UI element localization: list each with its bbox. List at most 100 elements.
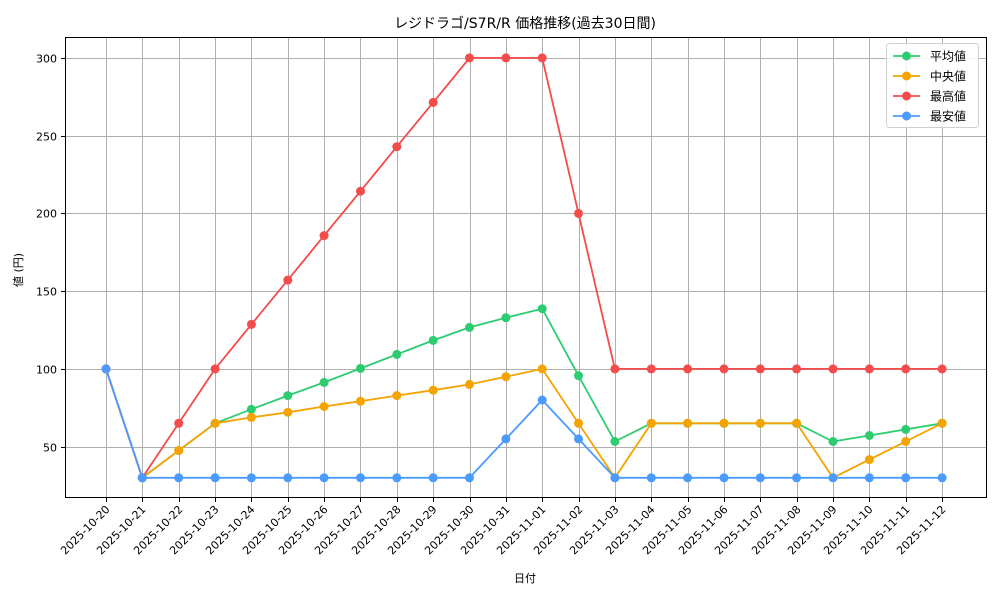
data-point [174, 473, 184, 483]
data-point [610, 473, 620, 483]
data-point [864, 455, 874, 465]
data-point [210, 473, 220, 483]
data-point [319, 231, 329, 241]
legend-label: 平均値 [930, 49, 966, 64]
data-point [319, 377, 329, 387]
data-point [864, 431, 874, 440]
data-point [246, 319, 256, 329]
data-point [392, 349, 402, 359]
legend-label: 最安値 [930, 109, 966, 124]
legend-item-3: 最安値 [893, 109, 966, 124]
data-point [137, 473, 147, 483]
data-point [465, 473, 474, 483]
data-point [537, 395, 547, 405]
data-point [392, 142, 402, 152]
data-point [755, 473, 765, 483]
data-point [901, 424, 911, 434]
data-point [356, 396, 365, 406]
data-point [901, 473, 911, 483]
x-axis-ticks: 2025-10-202025-10-212025-10-222025-10-23… [58, 498, 949, 557]
data-point [901, 437, 911, 446]
data-point [610, 364, 620, 374]
y-axis-label: 値 (円) [12, 253, 25, 287]
data-point [937, 473, 947, 483]
data-point [283, 391, 293, 401]
data-point [683, 473, 693, 483]
data-point [210, 364, 220, 374]
data-point [719, 418, 729, 428]
y-tick-label: 150 [36, 286, 57, 299]
data-point [356, 473, 365, 483]
data-point [719, 364, 729, 374]
data-point [392, 473, 402, 483]
data-point [501, 434, 511, 444]
data-point [465, 379, 474, 389]
data-point [792, 364, 802, 374]
data-point [283, 473, 293, 483]
data-point [283, 407, 293, 417]
legend-label: 中央値 [930, 69, 966, 84]
data-point [610, 437, 620, 446]
data-point [755, 364, 765, 374]
y-tick-label: 250 [36, 131, 57, 144]
data-point [465, 322, 474, 332]
data-point [174, 418, 184, 428]
legend-item-1: 中央値 [893, 69, 966, 84]
data-point [828, 364, 838, 374]
data-point [319, 473, 329, 483]
data-point [937, 418, 947, 428]
data-point [428, 97, 438, 107]
y-tick-label: 50 [43, 442, 57, 455]
y-tick-label: 100 [36, 364, 57, 377]
series-lines [101, 53, 947, 483]
data-point [537, 53, 547, 63]
data-point [864, 364, 874, 374]
data-point [683, 418, 693, 428]
x-axis-label: 日付 [514, 572, 536, 585]
data-point [101, 364, 111, 374]
series-1 [101, 364, 947, 483]
data-point [719, 473, 729, 483]
y-tick-label: 300 [36, 53, 57, 66]
data-point [246, 412, 256, 422]
data-point [574, 434, 583, 444]
y-axis-ticks: 50 100 150 200 250 300 [36, 53, 65, 455]
data-point [428, 335, 438, 345]
data-point [828, 437, 838, 446]
legend-box [886, 43, 979, 128]
data-point [574, 371, 583, 381]
series-3 [101, 364, 947, 483]
data-point [428, 385, 438, 395]
data-point [283, 275, 293, 285]
data-point [537, 304, 547, 314]
data-point [901, 364, 911, 374]
data-point [646, 364, 656, 374]
data-point [319, 402, 329, 411]
data-point [501, 53, 511, 63]
data-point [792, 473, 802, 483]
data-point [356, 186, 365, 196]
data-point [210, 418, 220, 428]
data-point [864, 473, 874, 483]
legend-item-0: 平均値 [893, 49, 966, 64]
data-point [428, 473, 438, 483]
series-0 [101, 304, 947, 483]
data-point [646, 418, 656, 428]
data-point [937, 364, 947, 374]
data-point [356, 363, 365, 373]
data-point [646, 473, 656, 483]
data-point [755, 418, 765, 428]
data-point [574, 418, 583, 428]
y-tick-label: 200 [36, 208, 57, 221]
data-point [574, 208, 583, 218]
chart-title: レジドラゴ/S7R/R 価格推移(過去30日間) [394, 15, 656, 32]
data-point [537, 364, 547, 374]
data-point [174, 446, 184, 455]
grid-lines [66, 38, 986, 497]
data-point [501, 313, 511, 323]
legend-item-2: 最高値 [893, 89, 966, 104]
series-2 [101, 53, 947, 483]
data-point [465, 53, 474, 63]
